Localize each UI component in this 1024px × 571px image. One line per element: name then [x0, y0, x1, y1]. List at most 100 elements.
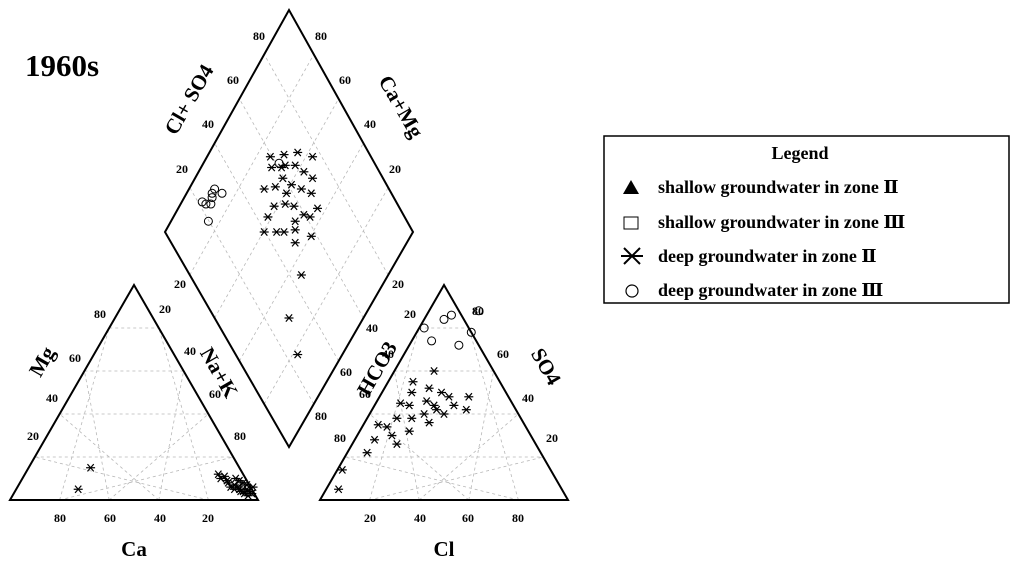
deep-zone3-point-diamond [274, 158, 284, 168]
legend-item-label: deep groundwater in zone Ⅲ [658, 280, 883, 300]
diamond-gridline [189, 54, 315, 276]
deep-zone2-point-diamond [282, 189, 292, 198]
deep-zone2-point-anion [408, 377, 418, 386]
deep-zone3-point-anion [466, 327, 476, 337]
square-marker-icon [623, 216, 639, 230]
deep-zone2-point-anion [373, 420, 383, 429]
cation-left-tick-label: 80 [94, 307, 106, 321]
cation-gridline [158, 370, 184, 501]
deep-zone2-point-diamond [305, 212, 315, 221]
diamond-gridline [263, 54, 389, 276]
diamond-gridline [214, 143, 339, 362]
deep-zone2-point-diamond [263, 212, 273, 221]
anion-left-label: HCO3 [352, 337, 402, 400]
cation-gridline [108, 413, 209, 501]
asterisk-marker-icon [621, 247, 643, 265]
deep-zone2-point-anion [444, 392, 454, 401]
anion-bottom-tick-label: 80 [512, 511, 524, 525]
deep-zone2-point-anion [419, 410, 429, 418]
deep-zone2-point-anion [464, 392, 474, 401]
deep-zone3-point-anion [446, 310, 456, 320]
deep-zone2-point-cation [231, 474, 241, 483]
cation-right-tick-label: 40 [184, 344, 196, 358]
diamond-left-tick-label: 40 [202, 117, 214, 131]
deep-zone2-point-diamond [308, 174, 318, 183]
deep-zone2-point-diamond [279, 150, 289, 159]
deep-zone2-point-cation [73, 485, 83, 494]
deep-zone2-point-diamond [279, 228, 289, 236]
deep-zone2-point-anion [422, 397, 432, 406]
anion-bottom-label: Cl [434, 537, 455, 561]
cation-right-tick-label: 80 [234, 429, 246, 443]
diamond-lower-right-tick-label: 60 [340, 365, 352, 379]
anion-right-tick-label: 40 [522, 391, 534, 405]
deep-zone2-point-anion [404, 427, 414, 436]
anion-right-tick-label: 80 [472, 304, 484, 318]
deep-zone2-point-anion [382, 422, 392, 431]
cation-triangle [8, 282, 260, 501]
anion-gridline [468, 327, 519, 501]
deep-zone2-point-cation [220, 472, 230, 481]
anion-gridline [369, 456, 544, 501]
deep-zone2-point-cation [243, 491, 253, 500]
diamond-right-tick-label: 60 [339, 73, 351, 87]
circle-marker-icon [625, 284, 639, 298]
deep-zone2-point-anion [449, 401, 459, 410]
anion-left-tick-label: 60 [359, 387, 371, 401]
deep-zone2-point-anion [437, 388, 447, 397]
anion-bottom-tick-label: 40 [414, 511, 426, 525]
legend-box [603, 135, 1010, 304]
diamond-right-tick-label: 20 [389, 162, 401, 176]
deep-zone2-point-cation [238, 478, 248, 487]
cation-gridline [84, 370, 110, 501]
deep-zone2-point-diamond [289, 202, 299, 211]
cation-left-tick-label: 60 [69, 351, 81, 365]
point-layer [73, 148, 484, 500]
anion-right-tick-label: 20 [546, 431, 558, 445]
deep-zone2-point-anion [392, 414, 402, 423]
deep-zone2-point-diamond [278, 174, 288, 183]
deep-zone3-point-anion [419, 323, 429, 333]
deep-zone2-point-anion [370, 435, 380, 444]
diamond-left-tick-label: 60 [227, 73, 239, 87]
deep-zone2-point-anion [334, 485, 344, 494]
deep-zone2-point-diamond [267, 163, 277, 172]
chart-title: 1960s [25, 48, 99, 83]
deep-zone2-point-diamond [299, 167, 309, 176]
deep-zone3-point-diamond [207, 193, 217, 203]
deep-zone2-point-diamond [290, 161, 300, 170]
anion-left-tick-label: 20 [404, 307, 416, 321]
deep-zone3-point-diamond [217, 188, 227, 198]
deep-zone2-point-anion [404, 401, 414, 410]
deep-zone3-point-anion [454, 340, 464, 350]
diamond-lower-right-tick-label: 80 [315, 409, 327, 423]
anion-right-label: SO4 [526, 344, 566, 390]
deep-zone2-point-anion [424, 418, 434, 427]
deep-zone2-point-diamond [290, 217, 300, 226]
anion-bottom-tick-label: 20 [364, 511, 376, 525]
diamond-left-tick-label: 80 [253, 29, 265, 43]
anion-gridline [394, 370, 420, 501]
deep-zone2-point-diamond [296, 271, 306, 279]
legend-item-label: shallow groundwater in zone Ⅱ [658, 177, 899, 197]
cation-right-tick-label: 60 [209, 387, 221, 401]
deep-zone2-point-anion [429, 367, 439, 375]
diamond-lower-right-tick-label: 20 [392, 277, 404, 291]
deep-zone3-point-anion [427, 336, 437, 346]
deep-zone2-point-diamond [306, 232, 316, 241]
grid-layer [34, 54, 544, 501]
legend-item-label: shallow groundwater in zone Ⅲ [658, 212, 905, 232]
deep-zone2-point-cation [86, 463, 96, 472]
deep-zone2-point-diamond [265, 152, 275, 161]
cation-right-tick-label: 20 [159, 302, 171, 316]
diamond-right-tick-label: 80 [315, 29, 327, 43]
deep-zone2-point-cation [222, 476, 232, 485]
outline-layer [8, 7, 570, 501]
deep-zone2-point-anion [432, 405, 442, 414]
deep-zone2-point-anion [429, 401, 439, 410]
deep-zone3-point-diamond [197, 197, 207, 207]
deep-zone2-point-anion [424, 384, 434, 393]
deep-zone3-point-diamond [203, 216, 213, 226]
diamond-lower-right-tick-label: 40 [366, 321, 378, 335]
